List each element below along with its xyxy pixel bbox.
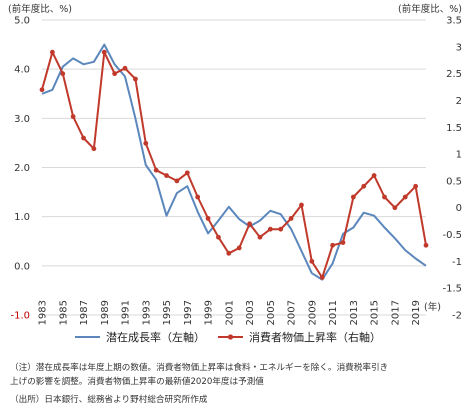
source-line: （出所）日本銀行、総務省より野村総合研究所作成 [10,395,208,405]
x-tick-label: 2005 [266,300,277,325]
cpi-point [39,87,45,93]
legend-label-potential-growth: 潜在成長率（左軸） [106,330,205,344]
cpi-point [236,245,242,251]
x-tick-label: 1997 [183,300,194,325]
cpi-point [267,226,273,232]
right-tick-label: -1 [452,257,462,268]
left-axis-unit: (前年度比、%) [8,3,72,15]
right-tick-label: 0 [456,203,462,214]
cpi-point [350,194,356,200]
cpi-point [49,49,55,55]
cpi-point [184,170,190,176]
x-tick-label: 1999 [204,300,215,325]
note-line-1: （注）潜在成長率は年度上期の数値。消費者物価上昇率は食料・エネルギーを除く。消費… [10,363,389,373]
x-axis-ticks: 1983 1985 1987 1989 1991 1993 1995 1997 1999 2001… [38,300,423,325]
x-tick-label: 1989 [100,300,111,325]
cpi-point [319,275,325,280]
cpi-point [361,183,367,189]
right-tick-label: -0.5 [442,230,462,241]
cpi-line [41,51,427,279]
cpi-point [382,194,387,200]
cpi-point [330,242,335,248]
cpi-point [247,221,252,227]
legend-label-cpi: 消費者物価上昇率（右軸） [249,330,381,344]
x-tick-label: 2003 [245,300,256,325]
cpi-point [257,234,263,240]
cpi-point [299,202,304,208]
left-tick-label: 5.0 [14,16,30,27]
right-tick-label: -1.5 [442,284,462,295]
cpi-point [81,135,86,141]
right-tick-label: 0.5 [446,176,462,187]
x-tick-label: 1985 [58,300,69,325]
right-tick-label: 2.5 [446,69,462,80]
cpi-point [205,216,211,221]
cpi-point [133,76,138,82]
x-tick-label: 2009 [307,300,318,325]
gridlines [42,19,426,316]
cpi-point [164,173,169,178]
cpi-point [226,250,232,256]
right-tick-label: 1 [456,150,462,161]
x-tick-label: 2019 [411,300,422,325]
x-tick-label: 2013 [349,300,360,325]
x-tick-label: 1987 [79,300,90,325]
left-tick-label: 2.0 [14,163,30,174]
left-tick-label: 3.0 [14,114,30,125]
x-tick-label: 1983 [38,300,49,325]
cpi-point [112,71,118,77]
cpi-point [101,49,107,55]
cpi-point [309,258,315,264]
left-tick-label: 0.0 [14,261,30,272]
right-axis-ticks: 3.5 3 2.5 2 1.5 1 0.5 0 -0.5 -1 -1.5 -2 [442,16,462,322]
right-tick-label: -2 [452,311,462,322]
cpi-point [340,240,346,245]
right-tick-label: 3.5 [446,16,462,27]
x-tick-label: 1991 [121,300,132,325]
cpi-point [153,167,159,173]
x-tick-label: 1993 [141,300,152,325]
line-chart: 5.0 4.0 3.0 2.0 1.0 0.0 -1.0 3.5 3 2.5 2 1.5 1 0.5 0 -… [8,3,462,344]
cpi-point [143,140,149,146]
cpi-point [216,234,221,240]
x-tick-label: 2007 [287,300,298,325]
cpi-point [413,183,419,189]
left-axis-ticks: 5.0 4.0 3.0 2.0 1.0 0.0 -1.0 [10,16,30,322]
x-tick-label: 2017 [390,300,401,325]
cpi-point [122,65,128,71]
cpi-point [70,114,76,119]
x-tick-label: 2011 [328,300,339,325]
left-tick-label: -1.0 [10,311,30,322]
note-line-2: 上げの影響を調整。消費者物価上昇率の最新値2020年度は予測値 [10,377,264,387]
x-tick-label: 2015 [370,300,381,325]
cpi-point [60,71,66,77]
right-tick-label: 1.5 [446,123,462,134]
x-tick-label: 1995 [162,300,173,325]
series-lines [39,43,429,281]
right-axis-unit: (前年度比、%) [398,3,462,15]
right-tick-label: 2 [456,96,462,107]
legend: 潜在成長率（左軸） 消費者物価上昇率（右軸） [75,330,381,344]
cpi-point [195,194,201,200]
cpi-point [371,173,377,178]
cpi-point [392,205,398,211]
x-axis-unit: (年) [424,301,441,313]
cpi-point [288,216,294,221]
cpi-point [174,178,180,184]
left-tick-label: 1.0 [14,212,30,223]
potential-growth-line [41,43,427,281]
cpi-point [91,146,97,152]
right-tick-label: 3 [456,42,462,53]
left-tick-label: 4.0 [14,65,30,76]
cpi-point [278,226,284,232]
cpi-point [423,242,429,248]
x-tick-label: 2001 [224,300,235,325]
legend-marker-cpi [227,334,234,340]
cpi-point [402,194,408,200]
